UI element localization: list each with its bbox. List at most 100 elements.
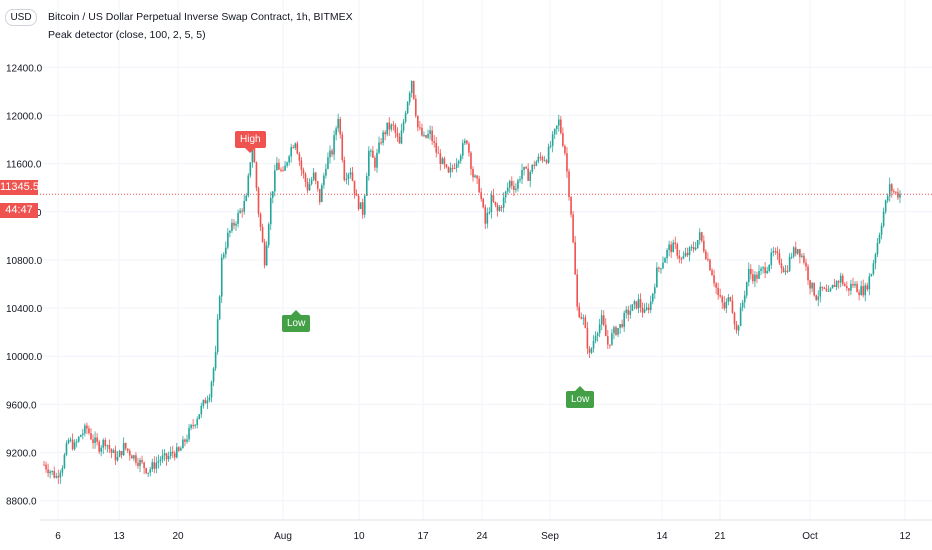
time-tick-label: Sep: [541, 531, 559, 542]
candle-body: [302, 170, 305, 174]
candle-body: [118, 450, 121, 457]
candle-body: [676, 244, 679, 256]
candle-body: [882, 211, 885, 226]
currency-button[interactable]: USD: [5, 9, 37, 26]
candle-body: [122, 442, 125, 456]
candle-body: [81, 433, 84, 436]
candle-body: [803, 255, 805, 263]
candle-body: [84, 425, 86, 434]
candle-body: [668, 244, 670, 250]
candle-body: [79, 435, 82, 437]
candle-body: [425, 135, 427, 138]
candle-body: [188, 428, 190, 440]
candle-body: [555, 125, 558, 129]
candle-body: [157, 461, 160, 463]
candle-body: [833, 284, 836, 287]
candle-body: [447, 167, 450, 173]
candle-body: [449, 167, 452, 173]
candle-body: [329, 150, 331, 158]
candle-body: [290, 147, 293, 157]
candle-body: [374, 157, 376, 168]
candle-body: [474, 175, 476, 178]
candle-body: [609, 344, 611, 346]
candle-body: [790, 256, 793, 258]
candle-body: [155, 462, 158, 469]
candle-body: [233, 222, 235, 226]
candle-body: [819, 286, 822, 297]
price-tick-label: 9200.0: [6, 449, 37, 460]
price-tick-label: 10000.0: [6, 352, 43, 363]
candle-body: [641, 307, 644, 313]
low-peak-marker: Low: [282, 310, 311, 332]
candle-body: [382, 132, 384, 144]
candle-body: [500, 206, 503, 208]
candle-body: [214, 352, 217, 369]
candle-body: [204, 400, 207, 404]
time-tick-label: 20: [172, 531, 184, 542]
candle-body: [267, 224, 270, 246]
candle-body: [766, 270, 768, 274]
candle-body: [308, 184, 311, 191]
candle-body: [811, 282, 813, 289]
candle-body: [312, 172, 315, 180]
candle-body: [566, 153, 568, 172]
candle-body: [408, 92, 411, 103]
candle-body: [441, 158, 444, 164]
candle-body: [750, 268, 752, 275]
candle-body: [846, 286, 848, 289]
candle-body: [167, 455, 170, 460]
candle-body: [782, 268, 785, 273]
candle-body: [239, 210, 241, 214]
candle-body: [90, 433, 92, 440]
candle-body: [551, 134, 554, 146]
candle-body: [639, 299, 642, 308]
candle-body: [580, 317, 583, 319]
candle-body: [590, 348, 593, 353]
candle-body: [433, 141, 436, 143]
candle-body: [245, 195, 248, 201]
candle-body: [841, 275, 844, 285]
candle-body: [316, 181, 319, 189]
candle-body: [856, 283, 858, 293]
candle-body: [870, 274, 873, 277]
candle-body: [686, 252, 689, 256]
candle-body: [261, 227, 264, 243]
candle-body: [106, 445, 109, 447]
candle-body: [725, 301, 728, 309]
candle-body: [333, 135, 335, 155]
candle-body: [341, 134, 344, 160]
candle-body: [545, 160, 548, 163]
candle-body: [73, 442, 76, 450]
candle-body: [794, 247, 797, 254]
candle-body: [435, 142, 438, 153]
candle-body: [135, 455, 137, 463]
candle-body: [384, 132, 386, 135]
candle-body: [574, 242, 576, 275]
candle-body: [243, 200, 246, 212]
candle-body: [396, 132, 399, 137]
candle-body: [165, 453, 168, 460]
candle-body: [398, 136, 401, 144]
candle-body: [643, 309, 646, 313]
candle-body: [43, 464, 45, 466]
candle-body: [519, 179, 521, 181]
indicator-legend[interactable]: Peak detector (close, 100, 2, 5, 5): [48, 29, 206, 41]
candle-body: [445, 164, 448, 168]
candle-body: [717, 287, 719, 296]
candle-body: [355, 193, 358, 196]
candle-body: [414, 98, 417, 116]
candle-body: [65, 443, 68, 455]
candle-body: [257, 188, 260, 214]
candle-body: [478, 178, 480, 193]
candle-body: [404, 113, 407, 122]
candle-body: [92, 439, 94, 444]
candle-body: [613, 327, 615, 334]
candle-body: [809, 280, 811, 289]
candle-body: [557, 119, 560, 126]
candle-body: [75, 441, 78, 443]
candle-body: [533, 164, 536, 166]
candle-body: [202, 400, 205, 406]
candle-body: [361, 202, 364, 215]
candle-body: [523, 166, 525, 170]
